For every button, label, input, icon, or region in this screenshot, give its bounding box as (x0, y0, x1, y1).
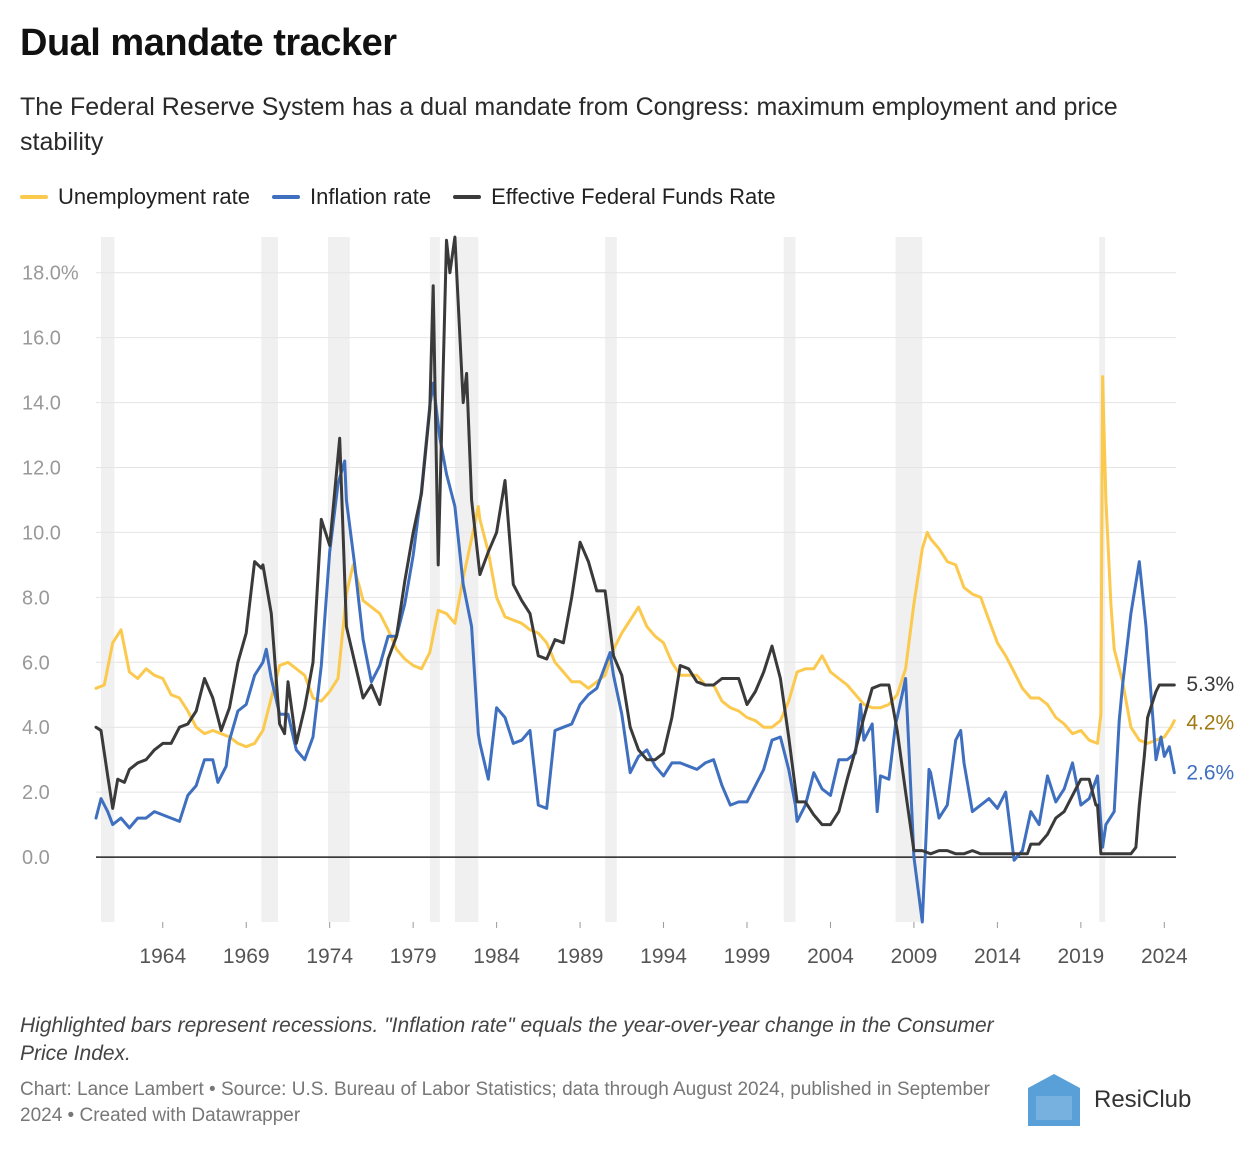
resiclub-logo-icon (1028, 1074, 1080, 1126)
x-tick-label: 1974 (306, 945, 353, 968)
y-tick-label: 16.0 (22, 328, 61, 350)
x-tick-label: 2009 (891, 945, 938, 968)
y-tick-label: 0.0 (22, 847, 50, 869)
legend-item-fedfunds: Effective Federal Funds Rate (453, 184, 776, 210)
x-tick-label: 1994 (640, 945, 687, 968)
source-credit: Chart: Lance Lambert • Source: U.S. Bure… (20, 1079, 990, 1126)
x-tick-label: 1984 (473, 945, 520, 968)
y-tick-label: 18.0% (22, 263, 79, 285)
x-tick-label: 1969 (223, 945, 270, 968)
x-tick-label: 2004 (807, 945, 854, 968)
chart-subtitle: The Federal Reserve System has a dual ma… (20, 93, 1118, 156)
end-labels: 4.2% 2.6% 5.3% (1186, 673, 1234, 785)
y-tick-label: 6.0 (22, 652, 50, 674)
y-tick-label: 2.0 (22, 782, 50, 804)
series-line-fedfunds (94, 235, 1176, 856)
y-tick-label: 14.0 (22, 393, 61, 415)
legend-label-fedfunds: Effective Federal Funds Rate (491, 184, 776, 209)
line-chart: 0.0 2.0 4.0 6.0 8.0 10.0 12.0 14.0 16.0 18.0% 196… (22, 235, 1234, 968)
y-tick-label: 4.0 (22, 717, 50, 739)
recession-bar-2 (328, 237, 350, 922)
gridlines (96, 272, 1176, 858)
legend-label-inflation: Inflation rate (309, 184, 432, 209)
recession-bar-6 (783, 237, 796, 922)
recession-bar-1 (261, 237, 278, 922)
y-tick-label: 12.0 (22, 457, 61, 479)
end-label-fedfunds: 5.3% (1186, 673, 1234, 696)
series-lines (94, 235, 1176, 924)
legend-swatch-inflation (271, 195, 300, 199)
x-axis-ticks: 1964 1969 1974 1979 1984 1989 1994 1999 2004 2009… (139, 922, 1188, 968)
legend-item-unemployment: Unemployment rate (20, 184, 250, 210)
recession-bar-0 (101, 237, 115, 922)
x-tick-label: 2014 (974, 945, 1021, 968)
legend: Unemployment rate Inflation rate Effecti… (20, 184, 798, 210)
x-tick-label: 1979 (390, 945, 437, 968)
legend-swatch-unemployment (20, 195, 48, 199)
series-line-unemployment (94, 375, 1176, 749)
y-tick-label: 10.0 (22, 522, 61, 544)
y-tick-label: 8.0 (22, 587, 50, 609)
series-line-inflation (94, 381, 1176, 924)
y-axis-ticks: 0.0 2.0 4.0 6.0 8.0 10.0 12.0 14.0 16.0 18.0% (22, 263, 79, 869)
recession-bar-4 (454, 237, 479, 922)
legend-swatch-fedfunds (453, 195, 482, 199)
x-tick-label: 1989 (557, 945, 604, 968)
x-tick-label: 2019 (1057, 945, 1104, 968)
x-tick-label: 1999 (724, 945, 771, 968)
brand-logo: ResiClub (1026, 1072, 1191, 1128)
brand-name: ResiClub (1094, 1086, 1192, 1113)
chart-title: Dual mandate tracker (20, 22, 397, 64)
recession-bar-5 (605, 237, 617, 922)
end-label-inflation: 2.6% (1186, 762, 1234, 785)
footnote: Highlighted bars represent recessions. "… (20, 1014, 994, 1065)
legend-label-unemployment: Unemployment rate (58, 184, 250, 209)
legend-item-inflation: Inflation rate (271, 184, 432, 210)
x-tick-label: 1964 (139, 945, 186, 968)
end-label-unemployment: 4.2% (1186, 712, 1234, 735)
recession-bar-3 (429, 237, 440, 922)
x-tick-label: 2024 (1141, 945, 1188, 968)
